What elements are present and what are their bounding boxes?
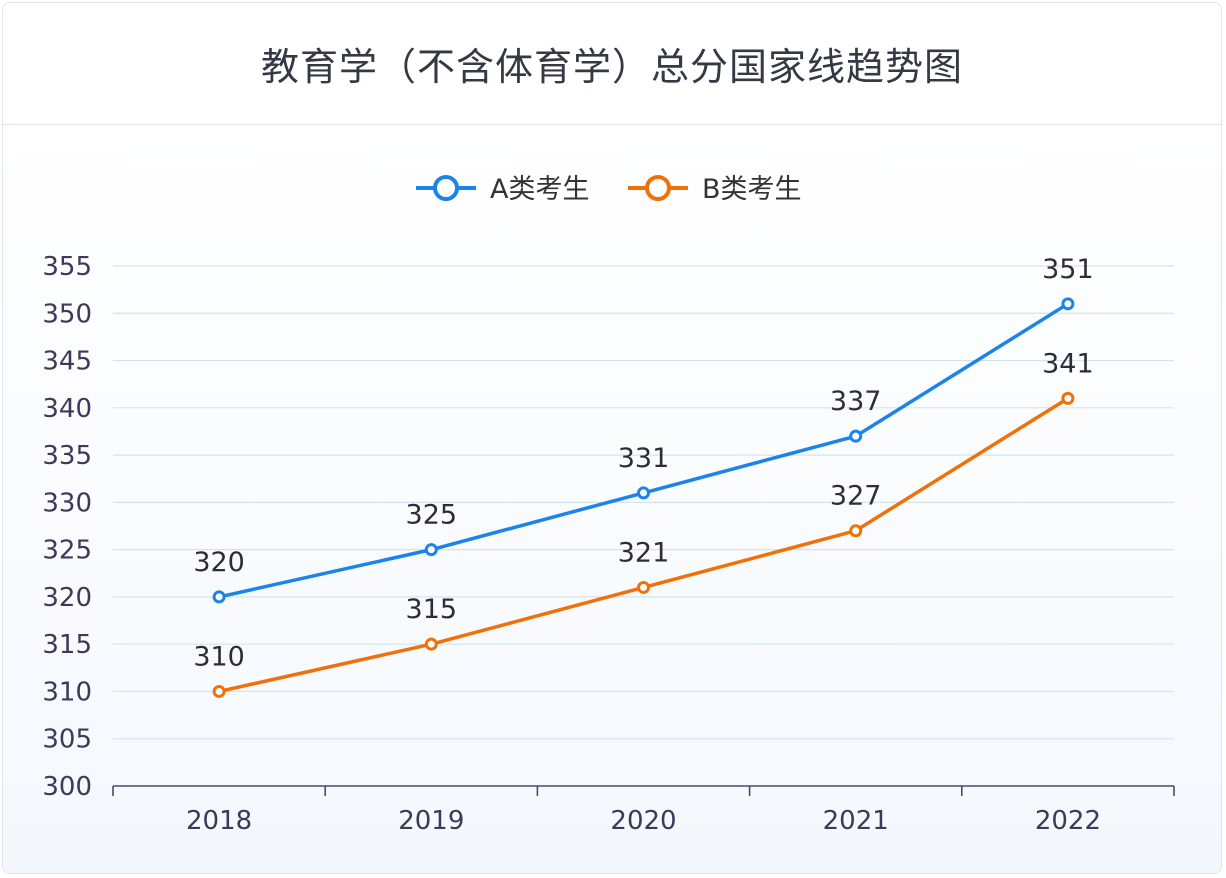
data-point: [637, 486, 650, 500]
y-tick-label: 305: [42, 725, 92, 755]
data-point: [424, 543, 438, 557]
legend-label: B类考生: [702, 174, 802, 205]
y-tick-label: 345: [42, 347, 92, 377]
x-tick-label: 2018: [186, 806, 252, 836]
data-label: 351: [1042, 254, 1094, 285]
plot-background: [3, 125, 1221, 873]
data-point: [849, 429, 863, 443]
data-point: [212, 684, 226, 698]
y-tick-label: 355: [42, 252, 92, 282]
chart-title: 教育学（不含体育学）总分国家线趋势图: [260, 45, 963, 89]
data-point: [212, 590, 226, 604]
y-tick-label: 335: [42, 441, 92, 471]
data-label: 325: [406, 500, 458, 531]
legend-swatch-marker: [433, 175, 459, 201]
x-tick-label: 2021: [823, 806, 889, 836]
y-tick-label: 340: [42, 394, 92, 424]
x-tick-label: 2022: [1035, 806, 1101, 836]
data-label: 341: [1042, 348, 1094, 379]
x-tick-label: 2019: [398, 806, 464, 836]
title-bar: 教育学（不含体育学）总分国家线趋势图: [3, 3, 1221, 125]
y-tick-label: 325: [42, 536, 92, 566]
data-point: [424, 637, 438, 651]
y-tick-label: 315: [42, 630, 92, 660]
data-label: 320: [193, 547, 245, 578]
x-tick-label: 2020: [610, 806, 676, 836]
legend-label: A类考生: [490, 174, 589, 205]
data-point: [1061, 297, 1075, 311]
data-point: [849, 524, 863, 538]
data-point: [637, 580, 650, 594]
y-tick-label: 300: [42, 772, 92, 802]
data-point: [1061, 391, 1075, 405]
data-label: 321: [618, 537, 670, 568]
y-tick-label: 320: [42, 583, 92, 613]
data-label: 315: [406, 594, 458, 625]
data-label: 327: [830, 481, 882, 512]
data-label: 337: [830, 386, 882, 417]
legend-swatch-marker: [645, 175, 671, 201]
y-tick-label: 310: [42, 677, 92, 707]
y-tick-label: 350: [42, 299, 92, 329]
data-label: 331: [618, 443, 670, 474]
data-label: 310: [193, 641, 245, 672]
y-tick-label: 330: [42, 488, 92, 518]
